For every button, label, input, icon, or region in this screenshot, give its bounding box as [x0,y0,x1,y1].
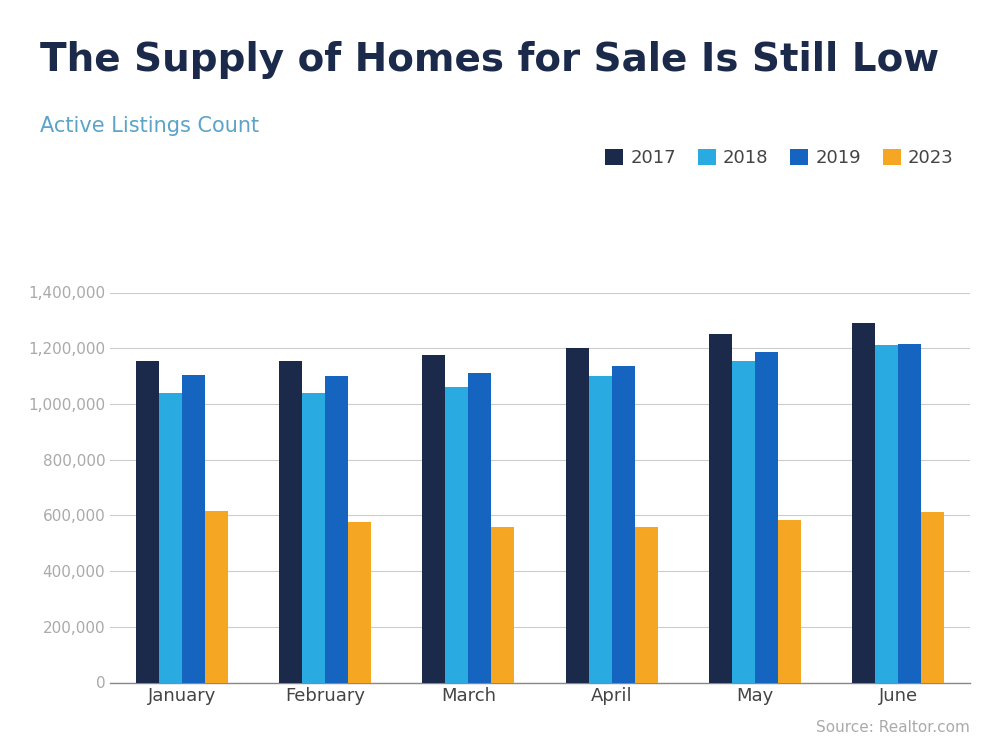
Text: Source: Realtor.com: Source: Realtor.com [816,720,970,735]
Text: Active Listings Count: Active Listings Count [40,116,259,136]
Bar [635,526,658,682]
Bar [709,334,732,682]
Bar [348,522,371,682]
Bar [136,361,159,682]
Bar [159,393,182,682]
Bar [445,387,468,682]
Bar [612,366,635,682]
Bar [422,356,445,682]
Bar [302,393,325,682]
Bar [205,512,228,682]
Bar [898,344,921,682]
Legend: 2017, 2018, 2019, 2023: 2017, 2018, 2019, 2023 [598,142,961,174]
Bar [468,374,491,682]
Bar [778,520,801,682]
Bar [921,512,944,682]
Bar [755,352,778,682]
Bar [325,376,348,682]
Bar [852,323,875,682]
Bar [589,376,612,682]
Bar [491,527,514,682]
Text: The Supply of Homes for Sale Is Still Low: The Supply of Homes for Sale Is Still Lo… [40,41,939,80]
Bar [566,348,589,682]
Bar [732,361,755,682]
Bar [875,346,898,682]
Bar [182,375,205,682]
Bar [279,361,302,682]
